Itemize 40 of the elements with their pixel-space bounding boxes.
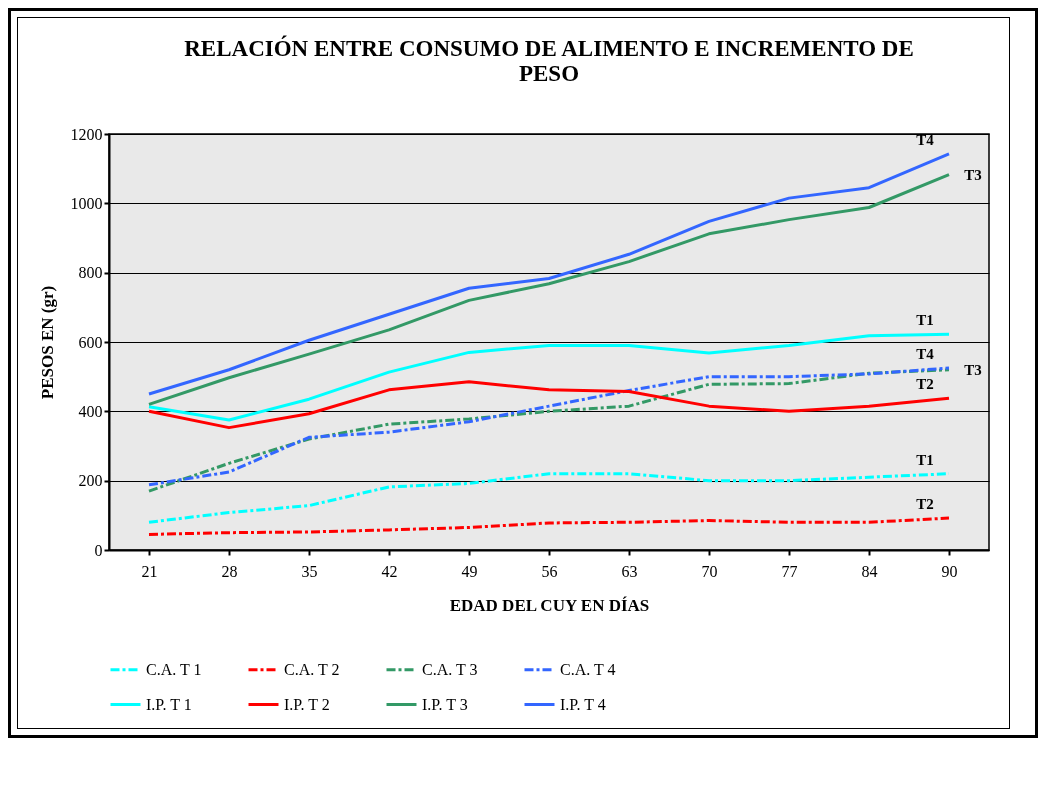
- y-tick-label: 0: [94, 541, 103, 559]
- annotation: T2: [916, 496, 934, 513]
- x-tick-label: 84: [861, 562, 878, 580]
- line-series: [147, 380, 951, 430]
- chart-title: RELACIÓN ENTRE CONSUMO DE ALIMENTO E INCREMENTO DE PESO: [184, 35, 914, 86]
- x-tick-label: 70: [701, 562, 718, 580]
- line-series: [147, 516, 951, 536]
- annotation: T1: [916, 312, 934, 329]
- y-axis-title: PESOS EN (gr): [37, 285, 57, 400]
- y-tick-label: 600: [78, 333, 103, 351]
- legend-label: C.A. T 2: [284, 660, 340, 678]
- x-tick-label: 21: [141, 562, 158, 580]
- x-tick-label: 56: [541, 562, 558, 580]
- legend-label: C.A. T 4: [560, 660, 616, 678]
- annotation: T1: [916, 451, 934, 468]
- x-tick-label: 35: [301, 562, 318, 580]
- x-tick-label: 28: [221, 562, 238, 580]
- annotation: T3: [964, 361, 982, 378]
- legend-label: I.P. T 1: [146, 695, 192, 713]
- x-tick-label: 90: [941, 562, 958, 580]
- x-axis-title: EDAD DEL CUY EN DÍAS: [449, 595, 650, 615]
- annotation: T3: [964, 166, 982, 183]
- line-series: [147, 332, 951, 422]
- legend-label: C.A. T 3: [422, 660, 478, 678]
- legend-label: I.P. T 3: [422, 695, 468, 713]
- x-tick-label: 49: [461, 562, 478, 580]
- annotation: T4: [916, 346, 935, 362]
- y-tick-label: 1000: [70, 194, 103, 212]
- annotation: T2: [916, 376, 934, 393]
- legend-label: I.P. T 4: [560, 695, 606, 713]
- y-tick-label: 1200: [70, 125, 103, 143]
- y-tick-label: 800: [78, 264, 103, 282]
- legend-label: C.A. T 1: [146, 660, 202, 678]
- annotation: T4: [916, 131, 935, 148]
- x-tick-label: 42: [381, 562, 398, 580]
- y-tick-label: 200: [78, 472, 103, 490]
- legend-label: I.P. T 2: [284, 695, 330, 713]
- x-tick-label: 77: [781, 562, 798, 580]
- x-tick-label: 63: [621, 562, 638, 580]
- y-tick-label: 400: [78, 402, 103, 420]
